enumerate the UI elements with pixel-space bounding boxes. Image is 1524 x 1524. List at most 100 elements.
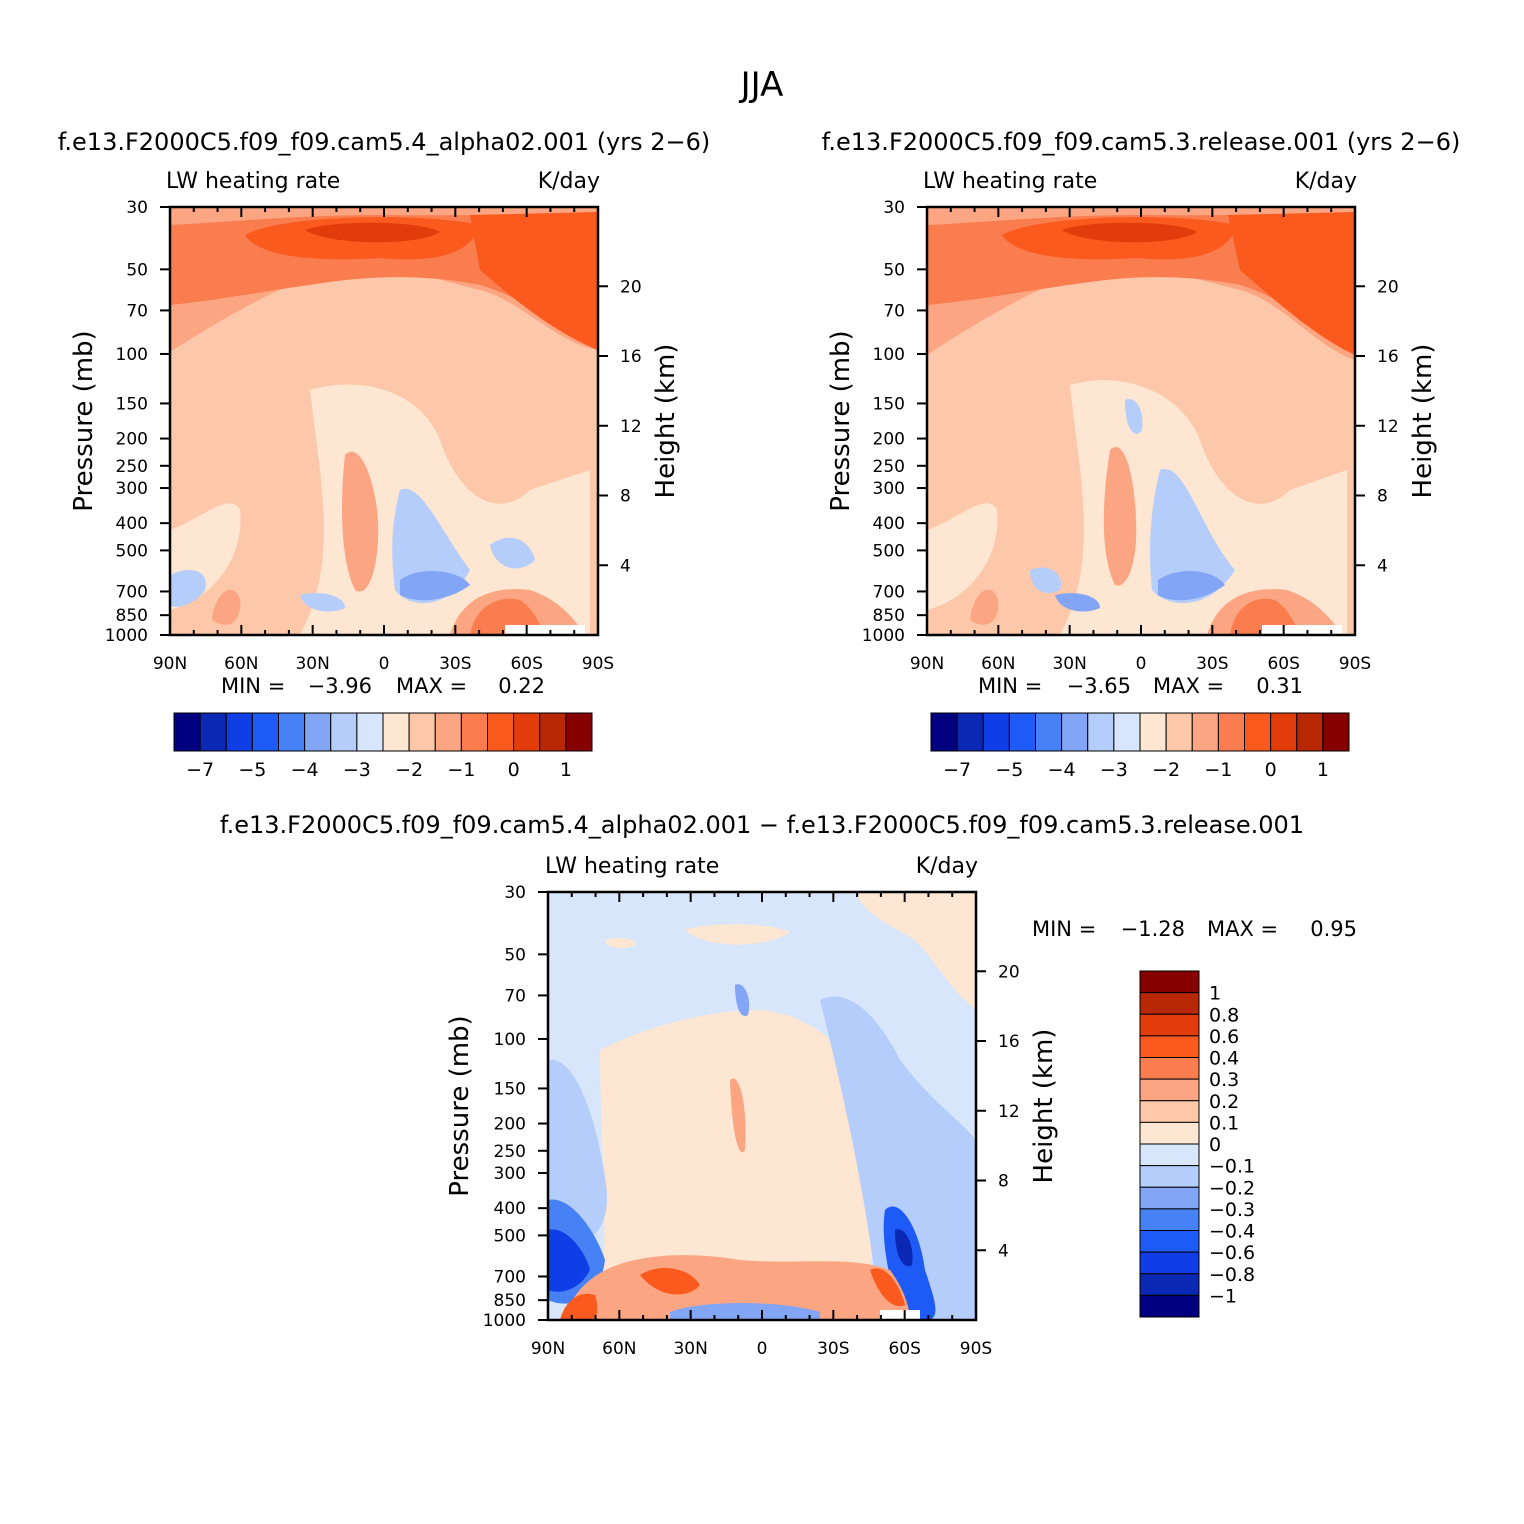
x-tick-label: 0 xyxy=(1136,654,1147,674)
y-tick-label: 400 xyxy=(116,514,148,534)
y2-tick-label: 20 xyxy=(620,277,642,297)
case2-fill-light-north xyxy=(927,503,998,610)
diff-contour-field xyxy=(548,892,976,1320)
case1-fill-blue-3 xyxy=(490,537,535,569)
colorbar-label: −0.2 xyxy=(1209,1177,1255,1199)
diff-colorbar: 10.80.60.40.30.20.10−0.1−0.2−0.3−0.4−0.6… xyxy=(1139,970,1255,1318)
colorbar-swatch xyxy=(513,712,541,752)
colorbar-swatch xyxy=(930,712,958,752)
y2-tick-label: 12 xyxy=(620,417,642,437)
y-tick-label: 500 xyxy=(873,541,905,561)
y-tick-label: 50 xyxy=(883,260,905,280)
colorbar-swatch xyxy=(1139,1035,1200,1058)
colorbar-swatch xyxy=(487,712,515,752)
diff-fill-surface-pos-south xyxy=(870,1268,905,1307)
colorbar-swatch xyxy=(1035,712,1063,752)
case2-fill-blue-1 xyxy=(1150,469,1235,604)
y-tick-label: 250 xyxy=(873,457,905,477)
diff-max-label: MAX = xyxy=(1207,917,1278,941)
colorbar-swatch xyxy=(956,712,984,752)
y-tick-label: 700 xyxy=(116,582,148,602)
x-tick-label: 30N xyxy=(295,654,329,674)
diff-min-label: MIN = xyxy=(1032,917,1096,941)
case1-min-value: −3.96 xyxy=(308,674,372,698)
y-tick-label: 50 xyxy=(504,945,526,965)
y-tick-label: 700 xyxy=(494,1267,526,1287)
x-tick-label: 30N xyxy=(673,1339,707,1359)
y2-tick-label: 16 xyxy=(1377,347,1399,367)
case2-x-axis: 90N 60N 30N 0 30S 60S 90S xyxy=(910,207,1371,674)
y-tick-label: 250 xyxy=(116,457,148,477)
y-tick-label: 100 xyxy=(494,1030,526,1050)
colorbar-label: 0.6 xyxy=(1209,1026,1239,1048)
colorbar-swatch xyxy=(1139,1273,1200,1296)
diff-x-axis: 90N 60N 30N 0 30S 60S 90S xyxy=(531,892,992,1359)
case1-y2-axis-label: Height (km) xyxy=(651,344,681,499)
colorbar-swatch xyxy=(1139,1294,1200,1318)
case1-panel: LW heating rate K/day 90N 60N 30N 0 30S 60S 90… xyxy=(69,169,681,781)
case1-fill-orange-north xyxy=(212,589,241,625)
colorbar-swatch xyxy=(173,712,201,752)
colorbar-label: −5 xyxy=(995,759,1023,781)
y-tick-label: 70 xyxy=(126,301,148,321)
y2-tick-label: 8 xyxy=(1377,487,1388,507)
colorbar-swatch xyxy=(382,712,410,752)
y-tick-label: 70 xyxy=(504,986,526,1006)
y2-tick-label: 20 xyxy=(998,962,1020,982)
case2-fill-blue-2 xyxy=(1158,570,1225,601)
y2-tick-label: 8 xyxy=(998,1172,1009,1192)
case2-y2-axis-label: Height (km) xyxy=(1408,344,1438,499)
colorbar-label: −0.3 xyxy=(1209,1199,1255,1221)
colorbar-label: −1 xyxy=(1209,1285,1237,1307)
colorbar-label: −4 xyxy=(1048,759,1076,781)
colorbar-label: −2 xyxy=(1152,759,1180,781)
diff-fill-surface-pos-north xyxy=(560,1293,598,1320)
diff-y2-axis: 20 16 12 8 4 xyxy=(976,962,1020,1261)
y2-tick-label: 20 xyxy=(1377,277,1399,297)
case2-fill-blue-5 xyxy=(1055,593,1100,612)
colorbar-swatch xyxy=(225,712,253,752)
case2-title: f.e13.F2000C5.f09_f09.cam5.3.release.001… xyxy=(822,128,1461,156)
x-tick-label: 60S xyxy=(510,654,542,674)
colorbar-swatch xyxy=(1139,1078,1200,1102)
y2-tick-label: 16 xyxy=(620,347,642,367)
case1-fill-blue-5 xyxy=(300,593,345,612)
y-tick-label: 400 xyxy=(494,1199,526,1219)
colorbar-swatch xyxy=(460,712,488,752)
colorbar-swatch xyxy=(1139,1100,1200,1123)
y-tick-label: 250 xyxy=(494,1142,526,1162)
diff-max-value: 0.95 xyxy=(1310,917,1357,941)
y-tick-label: 300 xyxy=(494,1164,526,1184)
y2-tick-label: 4 xyxy=(998,1241,1009,1261)
case1-y-axis-label: Pressure (mb) xyxy=(69,330,99,511)
colorbar-label: 0.1 xyxy=(1209,1112,1239,1134)
colorbar-label: −0.6 xyxy=(1209,1242,1255,1264)
diff-y2-axis-label: Height (km) xyxy=(1029,1029,1059,1184)
colorbar-label: 0.3 xyxy=(1209,1069,1239,1091)
y-tick-label: 850 xyxy=(116,606,148,626)
diff-min-value: −1.28 xyxy=(1121,917,1185,941)
diff-fill-neg-blob xyxy=(735,984,750,1016)
x-tick-label: 0 xyxy=(757,1339,768,1359)
colorbar-label: 0.4 xyxy=(1209,1048,1239,1070)
colorbar-swatch xyxy=(1322,712,1350,752)
colorbar-swatch xyxy=(199,712,227,752)
colorbar-label: 0 xyxy=(1209,1134,1221,1156)
x-tick-label: 30S xyxy=(439,654,471,674)
x-tick-label: 60S xyxy=(888,1339,920,1359)
case2-fill-tropical-core xyxy=(1062,222,1197,243)
colorbar-label: −3 xyxy=(343,759,371,781)
colorbar-label: 1 xyxy=(560,759,572,781)
y-tick-label: 500 xyxy=(116,541,148,561)
y-tick-label: 1000 xyxy=(862,626,905,646)
colorbar-swatch xyxy=(565,712,593,752)
x-tick-label: 30N xyxy=(1052,654,1086,674)
colorbar-swatch xyxy=(1139,992,1200,1015)
diff-fill-pos-streak xyxy=(730,1078,746,1153)
y-tick-label: 50 xyxy=(126,260,148,280)
colorbar-swatch xyxy=(1139,1251,1200,1275)
colorbar-swatch xyxy=(1270,712,1298,752)
colorbar-label: −1 xyxy=(1204,759,1232,781)
y2-tick-label: 12 xyxy=(998,1102,1020,1122)
diff-fill-north-neg-core xyxy=(548,1229,590,1292)
